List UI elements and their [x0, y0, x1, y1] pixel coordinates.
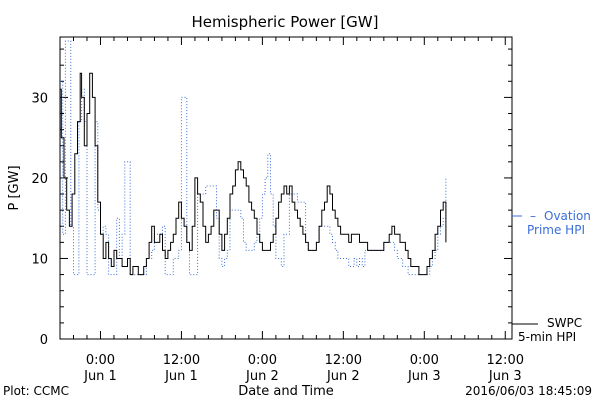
x-tick-time-label: 0:00	[248, 353, 277, 368]
series-swpc-5-min-hpi	[60, 72, 447, 276]
y-tick-label: 30	[31, 91, 48, 106]
series-layer	[60, 40, 447, 276]
legend-ovation-label-2: Prime HPI	[527, 223, 585, 237]
x-tick-date-label: Jun 3	[407, 369, 441, 384]
x-tick-time-label: 0:00	[86, 353, 115, 368]
footer-credit: Plot: CCMC	[3, 384, 69, 398]
legend-swpc-label-2: 5-min HPI	[518, 330, 576, 344]
x-tick-time-label: 12:00	[163, 353, 200, 368]
legend-ovation-label-1: Ovation	[544, 209, 591, 223]
series-ovation-prime-hpi	[60, 40, 447, 276]
y-tick-label: 20	[31, 172, 48, 187]
footer-timestamp: 2016/06/03 18:45:09	[465, 384, 592, 398]
legend-swpc-label-1: SWPC	[547, 316, 582, 330]
y-tick-label: 10	[31, 252, 48, 267]
x-tick-time-label: 12:00	[487, 353, 524, 368]
y-axis: 0 10 20 30	[31, 48, 512, 348]
plot-area-frame	[59, 36, 513, 340]
y-axis-label: P [GW]	[7, 165, 22, 210]
x-tick-time-label: 12:00	[325, 353, 362, 368]
x-tick-date-label: Jun 1	[164, 369, 198, 384]
x-tick-date-label: Jun 1	[83, 369, 117, 384]
series-line	[60, 72, 447, 276]
y-tick-label: 0	[40, 333, 48, 348]
x-axis-label: Date and Time	[238, 384, 334, 399]
legend-ovation-dash: –	[530, 209, 536, 223]
x-tick-time-label: 0:00	[410, 353, 439, 368]
x-tick-date-label: Jun 2	[245, 369, 279, 384]
series-line	[60, 40, 447, 276]
x-tick-date-label: Jun 3	[488, 369, 522, 384]
chart-title: Hemispheric Power [GW]	[192, 13, 379, 31]
x-tick-date-label: Jun 2	[326, 369, 360, 384]
